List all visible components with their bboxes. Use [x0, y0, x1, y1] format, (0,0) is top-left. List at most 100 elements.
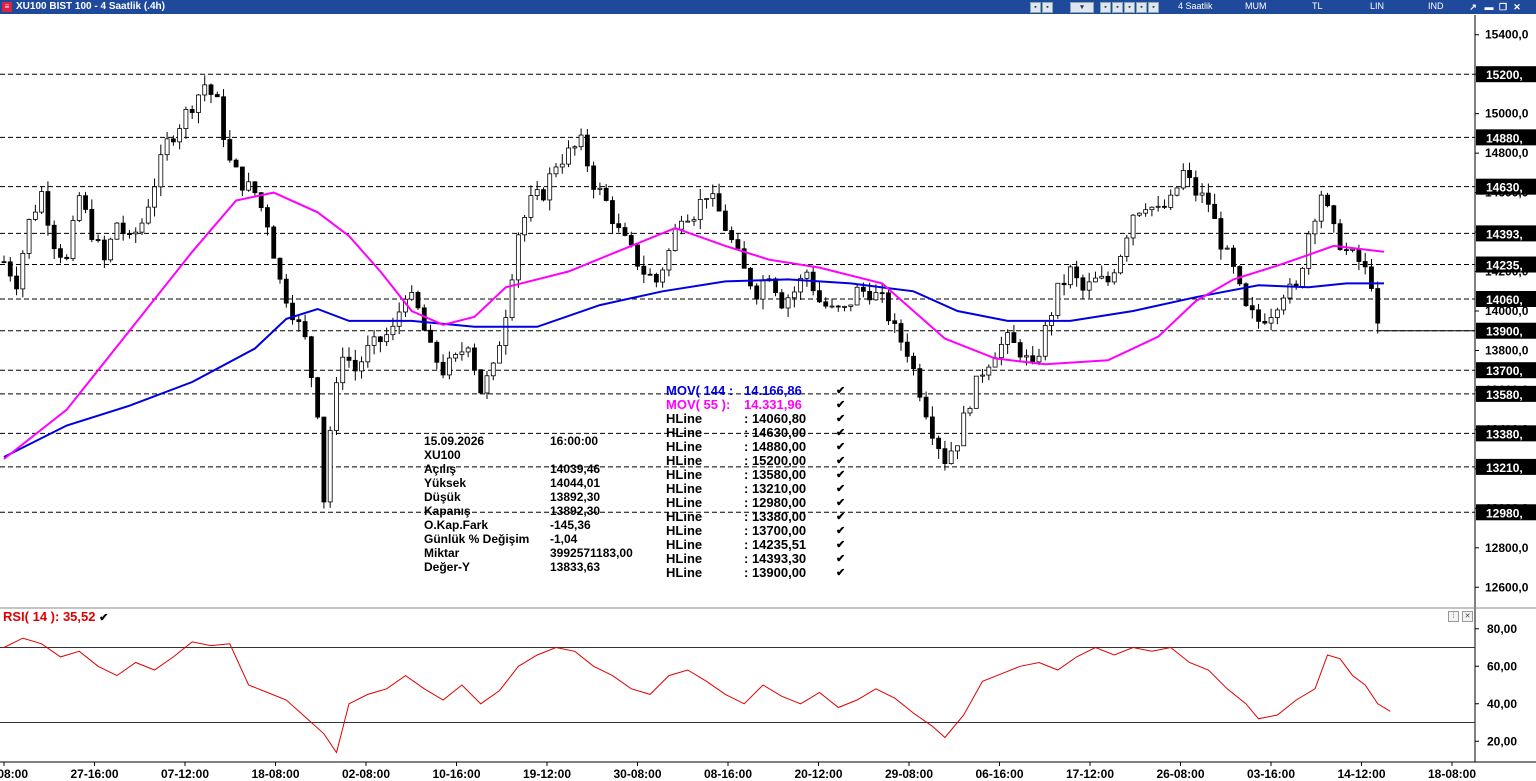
legend-row[interactable]: MOV( 55 ): 14.331,96 ✔ — [666, 398, 845, 412]
legend-label: HLine — [666, 537, 703, 552]
candle-down — [735, 239, 741, 250]
candle-up — [986, 366, 992, 376]
info-value: 16:00:00 — [550, 434, 599, 448]
legend-label: MOV( 144 : — [666, 383, 734, 398]
candle-up — [371, 336, 377, 346]
legend-row[interactable]: HLine: 14235,51 ✔ — [666, 537, 845, 552]
candle-down — [277, 257, 283, 280]
legend-label: HLine — [666, 467, 703, 482]
candle-down — [1193, 177, 1199, 196]
hline-label: 13900, — [1486, 325, 1523, 339]
info-row: 15.09.2026 16:00:00 — [424, 434, 598, 448]
toolbar-icon-1[interactable]: ▪ — [1030, 2, 1041, 13]
legend-label: HLine — [666, 551, 703, 566]
check-icon[interactable]: ✔ — [836, 525, 846, 537]
legend-row[interactable]: HLine: 14060,80 ✔ — [666, 412, 845, 426]
legend-row[interactable]: HLine: 14880,00 ✔ — [666, 439, 845, 454]
info-label: O.Kap.Fark — [424, 518, 489, 532]
candle-up — [396, 311, 402, 327]
chart-type-selector[interactable]: MUM — [1245, 1, 1267, 11]
check-icon[interactable]: ✔ — [836, 567, 846, 579]
scale-selector[interactable]: LIN — [1370, 1, 1385, 11]
legend-label: HLine — [666, 439, 703, 454]
legend-row[interactable]: HLine: 15200,00 ✔ — [666, 454, 845, 468]
candle-down — [879, 292, 885, 295]
candle-down — [1061, 282, 1067, 286]
check-icon[interactable]: ✔ — [836, 483, 846, 495]
candle-up — [1086, 281, 1092, 291]
check-icon[interactable]: ✔ — [836, 385, 846, 397]
panel-close-button[interactable]: ✕ — [1462, 611, 1473, 622]
legend-value: : 14630,00 — [744, 425, 807, 440]
minimize-button[interactable]: ▬ — [1484, 2, 1494, 12]
check-icon[interactable]: ✔ — [836, 539, 846, 551]
candle-up — [177, 128, 183, 143]
toolbar-icon-5[interactable]: ▪ — [1124, 2, 1135, 13]
check-icon[interactable]: ✔ — [836, 469, 846, 481]
check-icon[interactable]: ✔ — [836, 511, 846, 523]
candle-up — [39, 191, 45, 213]
candle-down — [1162, 205, 1167, 208]
check-icon[interactable]: ✔ — [836, 497, 846, 509]
legend-row[interactable]: HLine: 13700,00 ✔ — [666, 524, 845, 538]
candle-down — [754, 285, 760, 300]
candle-down — [1074, 266, 1080, 279]
check-icon[interactable]: ✔ — [836, 441, 846, 453]
candle-up — [572, 146, 578, 149]
toolbar-icon-4[interactable]: ▪ — [1112, 2, 1123, 13]
legend-row[interactable]: HLine: 13580,00 ✔ — [666, 467, 845, 482]
candle-up — [446, 357, 452, 376]
legend-value: : 13210,00 — [744, 481, 807, 496]
legend-row[interactable]: HLine: 14393,30 ✔ — [666, 551, 845, 566]
legend-row[interactable]: HLine : 13210,00 ✔ — [666, 481, 845, 496]
legend-row[interactable]: HLine: 12980,00 ✔ — [666, 496, 845, 510]
panel-scroll-button[interactable]: ⁞ — [1448, 611, 1459, 622]
check-icon[interactable]: ✔ — [836, 427, 846, 439]
toolbar-icon-3[interactable]: ▪ — [1100, 2, 1111, 13]
toolbar-dropdown[interactable]: ▾ — [1070, 2, 1094, 13]
candle-down — [716, 193, 722, 212]
check-icon[interactable]: ✔ — [836, 553, 846, 565]
legend-row[interactable]: HLine: 13900,00 ✔ — [666, 566, 845, 580]
candle-up — [114, 222, 120, 240]
candle-down — [421, 307, 427, 331]
info-label: XU100 — [424, 448, 461, 462]
info-label: Günlük % Değişim — [424, 532, 530, 546]
indicator-selector[interactable]: IND — [1428, 1, 1444, 11]
candle-up — [490, 362, 496, 377]
candle-up — [948, 450, 954, 465]
rsi-label: RSI( 14 ): 35,52 ✔ — [3, 609, 109, 624]
legend-label: HLine — [666, 481, 703, 496]
legend-row[interactable]: HLine: 13380,00 ✔ — [666, 510, 845, 524]
pin-icon[interactable]: ↗ — [1469, 2, 1477, 12]
candle-down — [1262, 320, 1268, 324]
hline-label: 14060, — [1486, 293, 1523, 307]
candle-up — [1005, 332, 1011, 345]
hline-label: 14235, — [1486, 259, 1523, 273]
toolbar-icon-6[interactable]: ▪ — [1136, 2, 1147, 13]
candle-up — [1024, 355, 1029, 358]
app-icon[interactable]: ≡ — [2, 2, 12, 12]
toolbar-icon-7[interactable]: ▪ — [1148, 2, 1159, 13]
period-selector[interactable]: 4 Saatlik — [1178, 1, 1213, 11]
candle-up — [534, 189, 540, 196]
toolbar-icon-2[interactable]: ▪ — [1042, 2, 1053, 13]
restore-button[interactable]: ❐ — [1498, 2, 1508, 12]
check-icon[interactable]: ✔ — [836, 399, 846, 411]
candle-down — [208, 84, 214, 95]
currency-selector[interactable]: TL — [1312, 1, 1323, 11]
legend-row[interactable]: HLine: 14630,00 ✔ — [666, 426, 845, 440]
legend-value: : 13700,00 — [744, 523, 807, 538]
info-row: O.Kap.Fark -145,36 — [424, 518, 591, 532]
legend-row[interactable]: MOV( 144 : 14.166,86 ✔ — [666, 383, 845, 398]
info-value: 14039,46 — [550, 462, 601, 476]
candle-down — [95, 239, 101, 241]
check-icon[interactable]: ✔ — [836, 413, 846, 425]
candle-up — [1180, 170, 1186, 189]
candle-up — [70, 220, 76, 260]
time-tick-label: 03-16:00 — [1247, 767, 1295, 781]
candle-down — [1362, 261, 1368, 268]
check-icon[interactable]: ✔ — [836, 455, 846, 467]
close-button[interactable]: ✕ — [1513, 2, 1521, 12]
